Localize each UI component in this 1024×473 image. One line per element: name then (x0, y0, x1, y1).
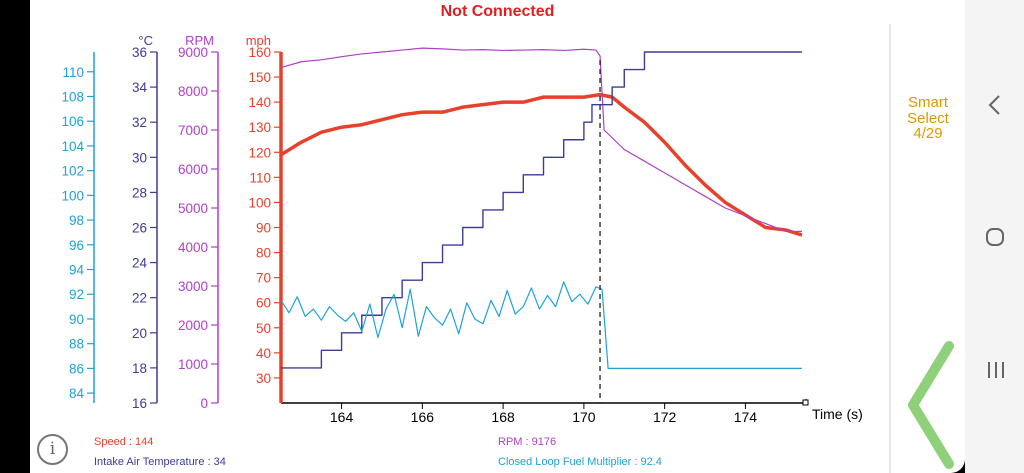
x-tick-label-168: 168 (491, 409, 515, 425)
y-tick-label-speed-50: 50 (256, 321, 271, 336)
series-speed (280, 92, 803, 237)
y-tick-label-fuel-108: 108 (61, 89, 84, 104)
y-tick-label-speed-160: 160 (248, 45, 271, 60)
y-tick-label-intake-34: 34 (132, 80, 148, 95)
y-unit-speed: mph (246, 33, 271, 48)
y-tick-label-fuel-102: 102 (61, 164, 84, 179)
y-tick-label-fuel-98: 98 (69, 213, 84, 228)
y-tick-label-intake-28: 28 (132, 185, 147, 200)
legend-rpm: RPM : 9176 (498, 436, 557, 448)
recents-icon[interactable] (986, 360, 1006, 380)
y-tick-label-fuel-94: 94 (69, 263, 85, 278)
x-axis-end-marker (802, 399, 809, 406)
y-tick-label-intake-22: 22 (132, 291, 147, 306)
series-intake-air-temperature (281, 51, 802, 369)
y-tick-label-speed-110: 110 (249, 170, 271, 185)
y-tick-label-intake-30: 30 (132, 150, 147, 165)
y-tick-label-intake-20: 20 (132, 326, 147, 341)
y-tick-label-fuel-106: 106 (61, 114, 84, 129)
y-tick-label-intake-32: 32 (132, 115, 147, 130)
y-tick-label-speed-80: 80 (256, 246, 271, 261)
legend-fuel: Closed Loop Fuel Multiplier : 92.4 (498, 456, 662, 468)
y-unit-rpm: RPM (185, 33, 214, 48)
y-tick-label-speed-150: 150 (248, 70, 271, 85)
y-tick-label-intake-26: 26 (132, 221, 147, 236)
y-tick-label-fuel-104: 104 (61, 139, 84, 154)
y-tick-label-rpm-6000: 6000 (178, 162, 208, 177)
y-tick-label-fuel-96: 96 (69, 238, 84, 253)
info-icon[interactable]: i (37, 434, 68, 465)
y-unit-intake: °C (138, 33, 153, 48)
y-tick-label-rpm-5000: 5000 (178, 201, 208, 216)
y-tick-label-rpm-3000: 3000 (178, 279, 208, 294)
y-tick-label-fuel-88: 88 (69, 337, 84, 352)
x-tick-label-166: 166 (411, 409, 435, 425)
y-tick-label-speed-130: 130 (248, 120, 271, 135)
x-tick-label-174: 174 (734, 409, 758, 425)
y-tick-label-rpm-1000: 1000 (178, 357, 208, 372)
y-tick-label-speed-70: 70 (256, 271, 271, 286)
y-tick-label-fuel-90: 90 (69, 312, 84, 327)
legend-intake: Intake Air Temperature : 34 (94, 456, 226, 468)
y-tick-label-fuel-84: 84 (69, 386, 85, 401)
circle-home-icon[interactable] (985, 227, 1005, 247)
smart-select-count: 4/29 (913, 125, 943, 142)
big-chevron-left-icon[interactable] (907, 340, 957, 470)
y-tick-label-fuel-92: 92 (69, 287, 84, 302)
x-axis-label: Time (s) (812, 406, 863, 422)
app-card: Not Connected 164 166 168 170 172 174 Time (s)… (30, 0, 965, 473)
y-tick-label-intake-36: 36 (132, 45, 147, 60)
y-tick-label-speed-60: 60 (256, 296, 271, 311)
y-tick-label-fuel-86: 86 (69, 361, 84, 376)
smart-select-line2: Select (907, 109, 949, 127)
y-tick-label-rpm-4000: 4000 (178, 240, 208, 255)
smart-select-line1: Smart (907, 94, 948, 111)
legend-speed: Speed : 144 (94, 436, 154, 448)
chart[interactable]: 164 166 168 170 172 174 Time (s) 84 86 88 90 92 94 96… (30, 0, 965, 473)
x-tick-label-172: 172 (653, 409, 677, 425)
y-tick-label-speed-30: 30 (256, 371, 271, 386)
y-tick-label-intake-18: 18 (132, 361, 147, 376)
smart-select-button[interactable]: Smart Select 4/29 (896, 95, 960, 142)
x-tick-label-164: 164 (330, 409, 354, 425)
y-tick-label-intake-24: 24 (132, 256, 148, 271)
series-closed-loop-fuel-multiplier (280, 281, 802, 369)
series-rpm (280, 47, 802, 232)
y-tick-label-rpm-9000: 9000 (178, 45, 208, 60)
chevron-left-icon[interactable] (987, 94, 1003, 116)
y-tick-label-speed-90: 90 (256, 221, 271, 236)
navigation-bar (965, 0, 1024, 473)
y-tick-label-speed-40: 40 (256, 346, 271, 361)
y-tick-label-rpm-0: 0 (200, 396, 208, 411)
y-tick-label-fuel-100: 100 (61, 188, 84, 203)
x-tick-label-170: 170 (572, 409, 596, 425)
connection-status: Not Connected (440, 3, 555, 20)
y-tick-label-speed-120: 120 (248, 145, 271, 160)
y-tick-label-rpm-7000: 7000 (178, 123, 208, 138)
y-tick-label-rpm-2000: 2000 (178, 318, 208, 333)
y-tick-label-speed-140: 140 (248, 95, 271, 110)
y-tick-label-fuel-110: 110 (62, 65, 84, 80)
y-tick-label-intake-16: 16 (132, 396, 147, 411)
y-tick-label-speed-100: 100 (248, 195, 271, 210)
y-tick-label-rpm-8000: 8000 (178, 84, 208, 99)
side-divider (889, 24, 891, 473)
